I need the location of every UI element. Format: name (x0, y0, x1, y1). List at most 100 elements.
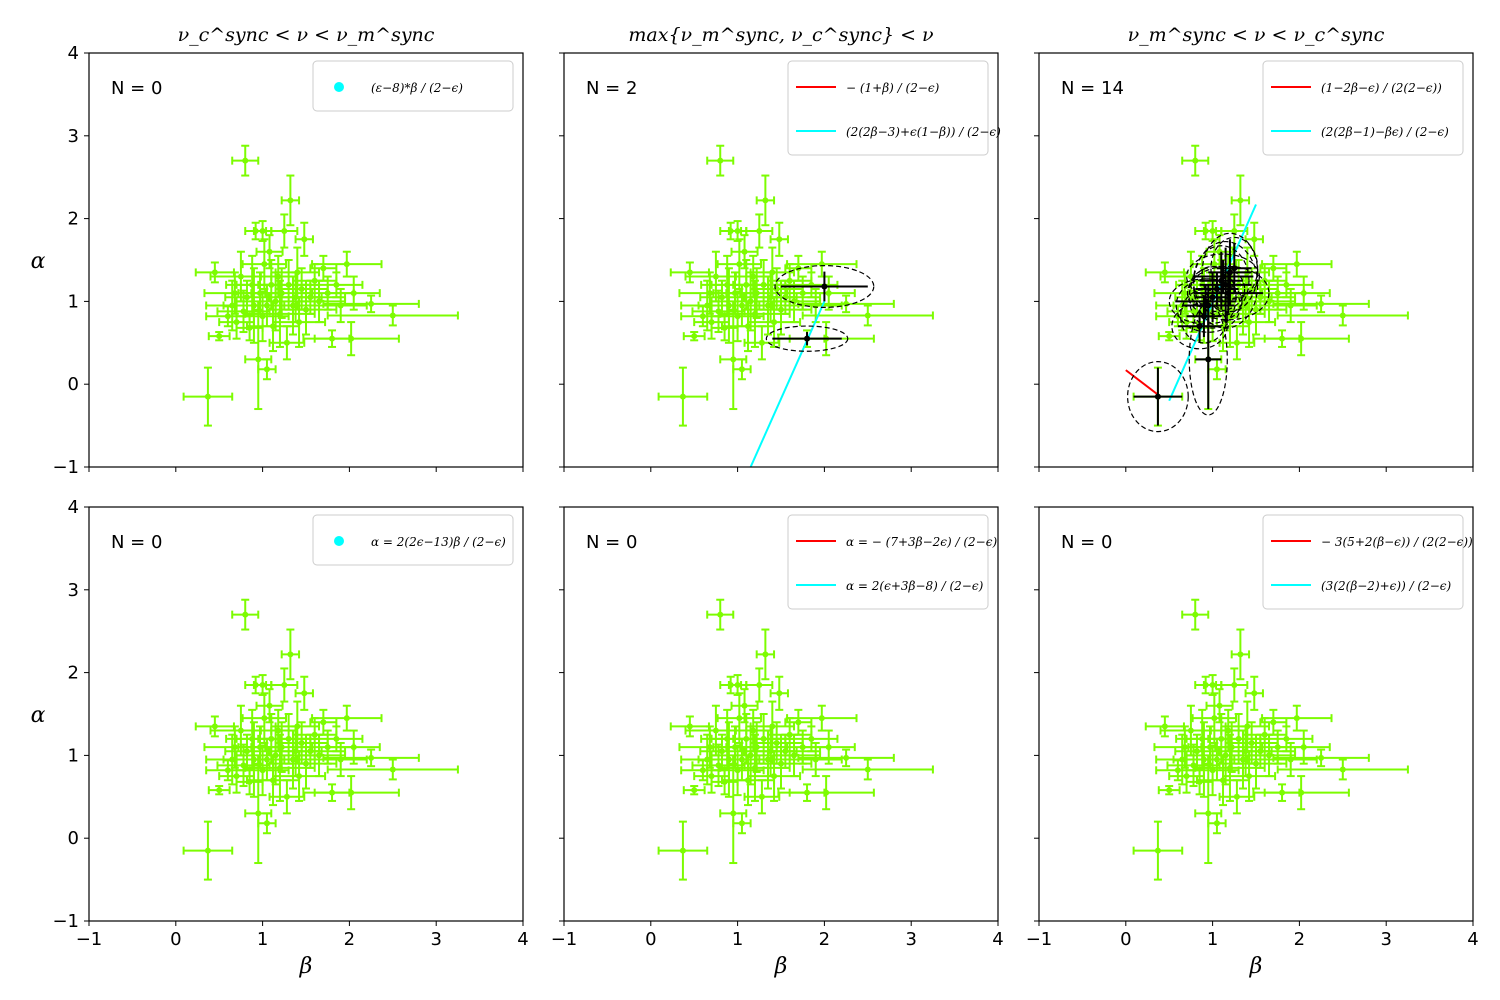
data-point (657, 820, 709, 881)
data-point (743, 325, 781, 361)
point-marker (333, 735, 340, 742)
legend-label: (1−2β−ϵ) / (2(2−ϵ)) (1321, 81, 1442, 95)
point-marker (718, 294, 725, 301)
y-axis-label: α (31, 703, 46, 728)
data-point (1144, 261, 1185, 284)
point-marker (843, 300, 850, 307)
point-marker (864, 766, 871, 773)
x-tick-label: 0 (170, 929, 181, 950)
point-marker (350, 744, 357, 751)
x-tick-label: 3 (1380, 929, 1391, 950)
confidence-ellipse (1179, 289, 1228, 344)
data-point (755, 628, 776, 681)
data-point (732, 729, 804, 790)
data-point (745, 213, 774, 249)
selected-marker (1220, 273, 1227, 280)
point-marker (1339, 312, 1346, 319)
data-point (257, 358, 277, 381)
point-marker (1228, 744, 1235, 751)
axes-frame (88, 52, 524, 468)
selected-marker (804, 335, 811, 342)
panel-1: −1 0 1 2 3 4 α ν_c^sync < ν < ν_m^sync N = 0 (ε−8… (31, 24, 524, 478)
point-marker (348, 335, 355, 342)
point-marker (679, 393, 686, 400)
point-marker (825, 290, 832, 297)
point-marker (1209, 228, 1216, 235)
point-marker (1283, 735, 1290, 742)
data-point (1244, 221, 1264, 257)
legend: (ε−8)*β / (2−ϵ) (312, 60, 514, 112)
point-marker (791, 298, 798, 305)
point-marker (296, 773, 303, 780)
point-marker (216, 333, 223, 340)
legend-entry: α = 2(ϵ+3β−8) / (2−ϵ) (796, 579, 984, 593)
data-point (309, 254, 338, 282)
point-marker (756, 228, 763, 235)
count-label: N = 0 (111, 78, 162, 99)
data-point (801, 758, 934, 781)
confidence-ellipse (1188, 265, 1246, 313)
plot-area (182, 598, 459, 881)
point-marker (1205, 810, 1212, 817)
selected-point (1192, 240, 1259, 329)
point-marker (1233, 339, 1240, 346)
point-marker (747, 298, 754, 305)
selected-point (1127, 361, 1189, 433)
confidence-ellipse (1186, 265, 1270, 321)
point-marker (1318, 754, 1325, 761)
point-marker (730, 810, 737, 817)
x-tick-label: 4 (992, 929, 1003, 950)
point-marker (343, 715, 350, 722)
point-marker (786, 731, 793, 738)
x-tick-label: 4 (517, 929, 528, 950)
point-marker (1209, 682, 1216, 689)
point-marker (278, 744, 285, 751)
point-marker (708, 773, 715, 780)
point-marker (242, 157, 249, 164)
point-marker (224, 767, 231, 774)
data-point (255, 688, 284, 724)
point-marker (1222, 752, 1229, 759)
point-marker (750, 273, 757, 280)
data-point (784, 254, 813, 282)
point-marker (741, 702, 748, 709)
point-marker (289, 302, 296, 309)
data-point (194, 715, 235, 738)
legend-entry: (2(2β−1)−βϵ) / (2−ϵ) (1271, 125, 1449, 139)
point-marker (843, 754, 850, 761)
selected-marker (821, 283, 828, 290)
y-axis-label: α (31, 249, 46, 274)
point-marker (1216, 702, 1223, 709)
data-point (784, 708, 813, 736)
data-point (309, 708, 338, 736)
x-tick-label: 1 (257, 929, 268, 950)
point-marker (864, 312, 871, 319)
data-point (1181, 598, 1210, 631)
point-marker (823, 789, 830, 796)
data-point (1157, 785, 1181, 796)
plot-area (1132, 598, 1409, 881)
selected-point (1186, 265, 1270, 321)
data-point (1224, 721, 1279, 765)
data-point (1276, 758, 1409, 781)
point-marker (266, 702, 273, 709)
point-marker (741, 248, 748, 255)
selected-point (1171, 303, 1228, 350)
data-point (1220, 667, 1249, 703)
selected-marker (1209, 294, 1216, 301)
data-point (207, 331, 231, 342)
data-point (801, 729, 856, 765)
count-label: N = 0 (586, 532, 637, 553)
point-marker (255, 356, 262, 363)
point-marker (786, 277, 793, 284)
point-marker (243, 294, 250, 301)
point-marker (750, 727, 757, 734)
point-marker (298, 739, 305, 746)
point-marker (316, 752, 323, 759)
point-marker (237, 273, 244, 280)
data-point (1205, 234, 1234, 270)
point-marker (712, 727, 719, 734)
data-point (732, 812, 752, 835)
point-marker (261, 261, 268, 268)
point-marker (825, 744, 832, 751)
